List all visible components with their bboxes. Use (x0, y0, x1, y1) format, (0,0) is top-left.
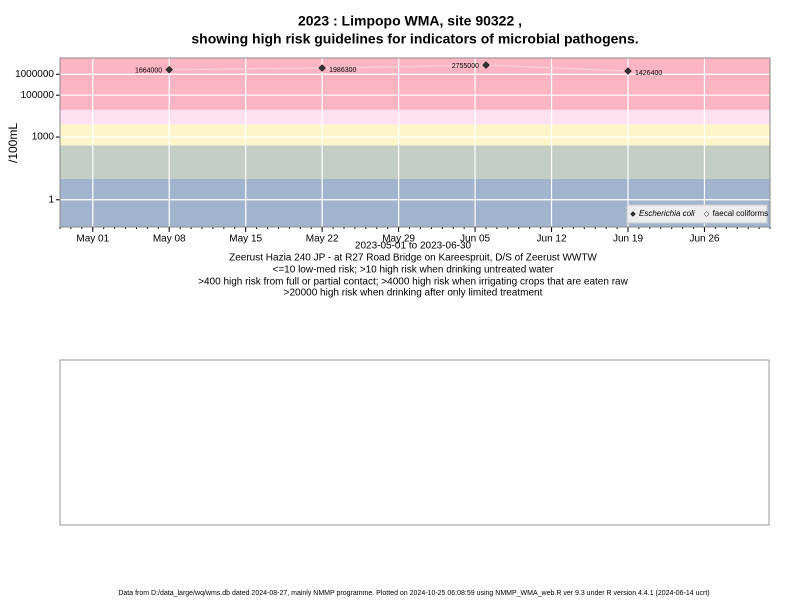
x-tick-label: May 29 (382, 234, 415, 245)
chart-title: 2023 : Limpopo WMA, site 90322 , (298, 13, 522, 29)
y-axis-label: /100mL (6, 123, 20, 163)
data-point (482, 61, 490, 69)
data-label: 1664000 (135, 67, 162, 74)
y-tick-label: 1000000 (15, 69, 54, 80)
footer: Data from D:/data_large/wq/wms.db dated … (118, 590, 709, 597)
empty-panel (59, 359, 770, 526)
data-point (624, 67, 632, 75)
x-tick-label: May 22 (306, 234, 339, 245)
legend-label: Escherichia coli (639, 209, 695, 218)
chart-subtitle: showing high risk guidelines for indicat… (191, 31, 638, 47)
x-axis-label: 2023-05-01 to 2023-06-30 (355, 241, 472, 252)
plot-frame (59, 57, 771, 228)
x-tick-label: Jun 19 (613, 234, 643, 245)
y-tick-label: 1000 (32, 132, 55, 143)
note: <=10 low-med risk; >10 high risk when dr… (273, 265, 555, 276)
risk-band (60, 124, 770, 146)
y-tick-label: 100000 (21, 90, 55, 101)
note: >20000 high risk when drinking after onl… (284, 288, 543, 299)
note: Zeerust Hazia 240 JP - at R27 Road Bridg… (229, 253, 597, 264)
x-tick-label: May 15 (229, 234, 262, 245)
data-label: 1986300 (329, 67, 356, 74)
data-point (165, 65, 174, 74)
note: >400 high risk from full or partial cont… (198, 277, 628, 288)
data-label: 2755000 (452, 63, 479, 70)
x-tick-label: Jun 12 (537, 234, 567, 245)
legend: Escherichia coli faecal coliforms (626, 204, 769, 224)
data-label: 1426400 (635, 70, 662, 77)
legend-marker (630, 211, 636, 217)
legend-box (626, 204, 768, 224)
legend-marker (703, 211, 710, 217)
data-point (318, 64, 327, 72)
x-tick-label: May 08 (153, 234, 186, 245)
risk-band (60, 145, 770, 179)
series-line (169, 64, 629, 72)
y-tick-label: 1 (48, 194, 54, 205)
x-tick-label: Jun 26 (689, 234, 719, 245)
x-tick-label: May 01 (76, 234, 109, 245)
legend-label: faecal coliforms (713, 209, 769, 218)
risk-band (60, 109, 770, 125)
x-tick-label: Jun 05 (460, 234, 490, 245)
